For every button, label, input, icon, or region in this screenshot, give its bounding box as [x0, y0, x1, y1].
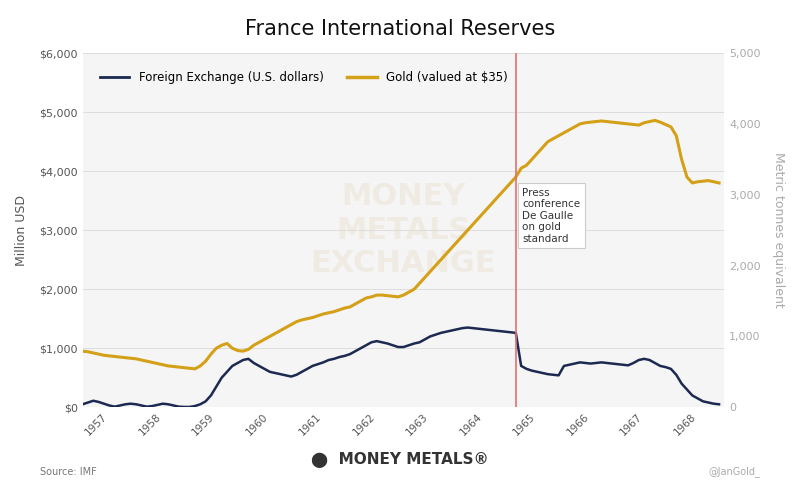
Text: France International Reserves: France International Reserves: [245, 19, 555, 39]
Legend: Foreign Exchange (U.S. dollars), Gold (valued at $35): Foreign Exchange (U.S. dollars), Gold (v…: [95, 66, 513, 89]
Text: ⬤  MONEY METALS®: ⬤ MONEY METALS®: [311, 451, 489, 468]
Text: MONEY
METALS
EXCHANGE: MONEY METALS EXCHANGE: [310, 182, 496, 278]
Text: Press
conference
De Gaulle
on gold
standard: Press conference De Gaulle on gold stand…: [522, 187, 580, 244]
Text: @JanGold_: @JanGold_: [708, 467, 760, 477]
Y-axis label: Million USD: Million USD: [15, 195, 28, 266]
Y-axis label: Metric tonnes equivalent: Metric tonnes equivalent: [772, 152, 785, 308]
Text: Source: IMF: Source: IMF: [40, 467, 97, 477]
